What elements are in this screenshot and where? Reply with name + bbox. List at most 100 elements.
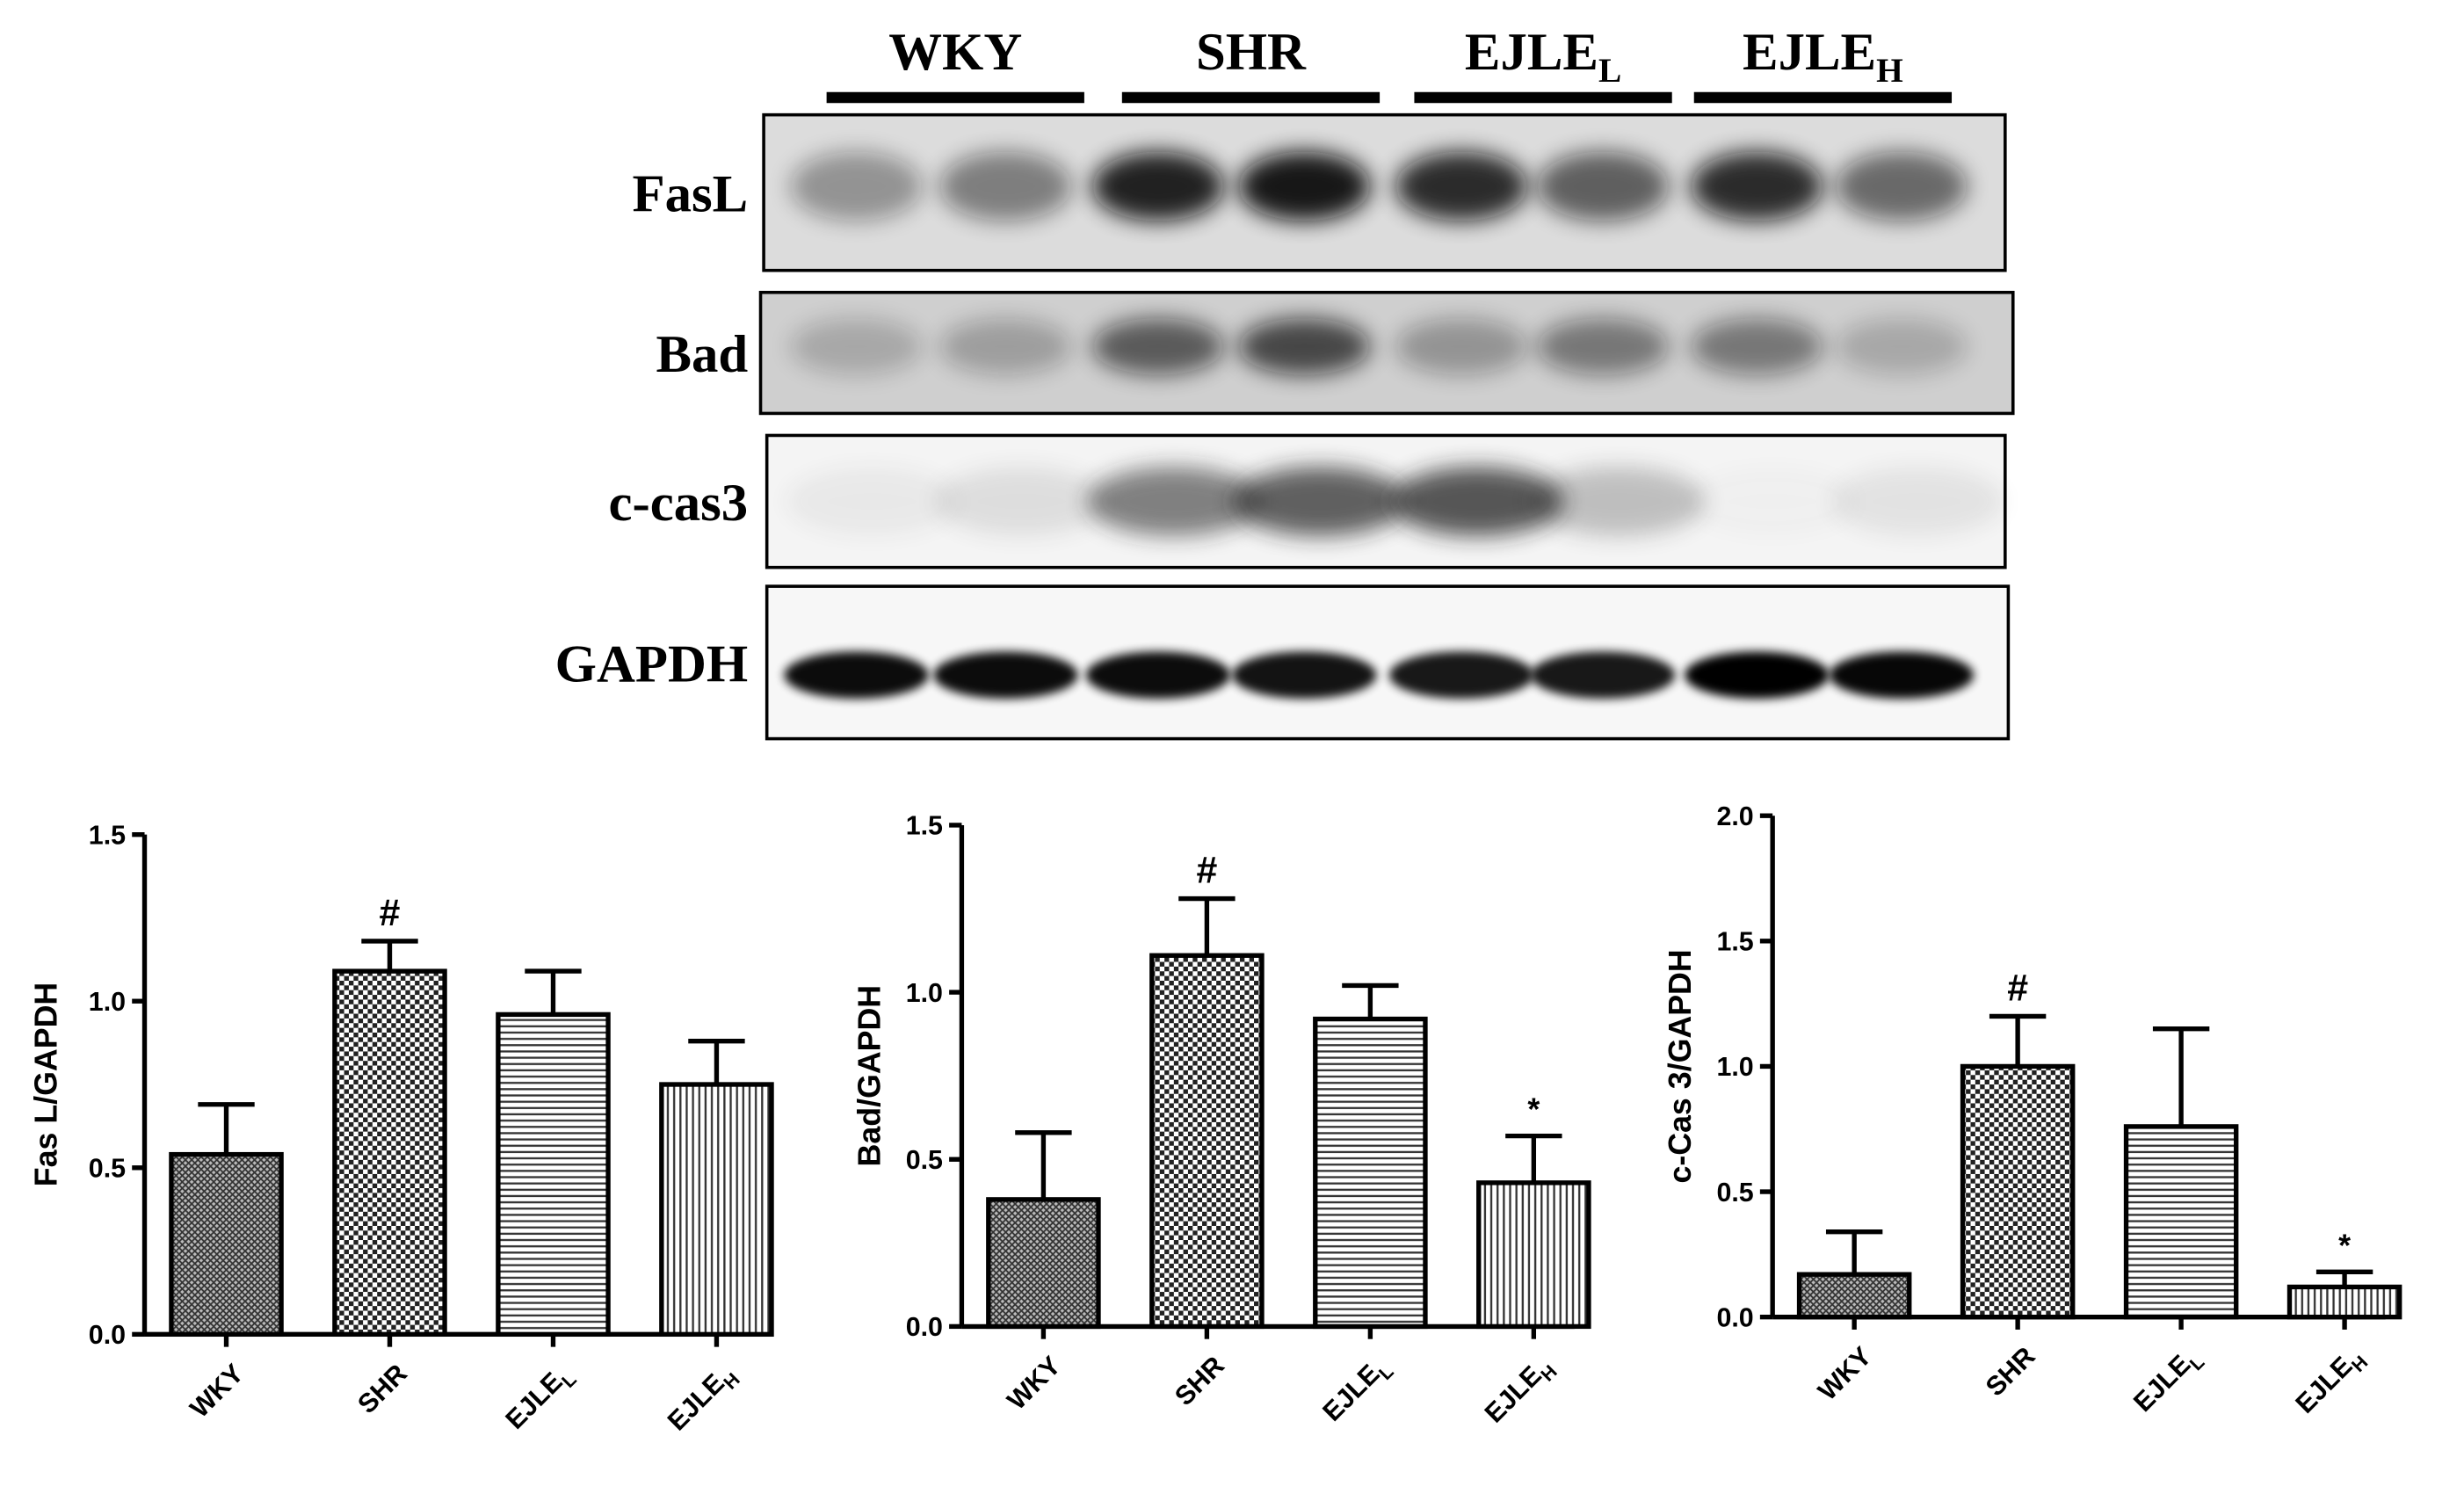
x-tick-label: SHR: [351, 1359, 412, 1419]
x-tick-label: EJLEH: [1479, 1351, 1562, 1433]
row-label: c-cas3: [609, 474, 749, 533]
y-tick-label: 1.0: [1716, 1052, 1753, 1082]
band: [935, 467, 1108, 536]
group-label: EJLEH: [1743, 23, 1903, 90]
category: SHR: [1169, 1351, 1229, 1411]
band: [1087, 467, 1261, 536]
band: [1238, 151, 1371, 221]
band: [1685, 651, 1830, 699]
bar: [2123, 1124, 2239, 1320]
band: [1530, 651, 1676, 699]
bar: [332, 968, 447, 1338]
band: [1091, 151, 1225, 221]
band: [1395, 151, 1528, 221]
band: [1532, 467, 1706, 536]
x-tick-label: EJLEL: [1317, 1351, 1398, 1432]
bar: [2286, 1284, 2402, 1320]
band: [790, 318, 923, 375]
band: [939, 318, 1072, 375]
bar: [1149, 953, 1265, 1330]
band: [1232, 651, 1377, 699]
y-axis-label: Fas L/GAPDH: [28, 983, 63, 1186]
x-tick-label: EJLEL: [500, 1359, 581, 1439]
group-name: SHR: [1196, 23, 1307, 82]
x-tick-label: WKY: [1002, 1351, 1067, 1416]
band: [1085, 651, 1231, 699]
band: [1233, 467, 1407, 536]
group-name: EJLE: [1465, 23, 1598, 82]
band: [1238, 318, 1371, 375]
bar: [1960, 1063, 2076, 1320]
y-tick-label: 1.0: [906, 978, 943, 1008]
group-label: SHR: [1196, 23, 1307, 82]
band: [1536, 318, 1670, 375]
row-label: GAPDH: [555, 634, 749, 693]
band: [1691, 151, 1823, 221]
y-tick-label: 1.5: [906, 811, 943, 841]
band: [1835, 318, 1968, 375]
group-label: WKY: [888, 23, 1022, 82]
significance-marker: #: [2007, 968, 2028, 1010]
charts: 0.0 0.5 1.0 1.5 Fas L/GAPDH WKY # SHR EJLEL EJLEH…: [28, 801, 2402, 1441]
x-tick-label: EJLEH: [662, 1359, 744, 1441]
band: [1829, 651, 1975, 699]
y-tick-label: 0.5: [89, 1154, 126, 1184]
y-tick-label: 1.5: [1716, 927, 1753, 957]
bar-chart: 0.0 0.5 1.0 1.5 Fas L/GAPDH WKY # SHR EJLEL EJLEH: [28, 820, 774, 1441]
category: WKY: [1812, 1341, 1877, 1406]
bar: [659, 1082, 774, 1338]
y-tick-label: 0.0: [1716, 1302, 1753, 1332]
bar: [496, 1012, 611, 1338]
band: [1091, 318, 1225, 375]
group-subscript: H: [1876, 51, 1903, 90]
band: [933, 651, 1078, 699]
x-tick-label: WKY: [185, 1359, 250, 1424]
row-label: Bad: [656, 325, 748, 384]
category: WKY: [1002, 1351, 1067, 1416]
band: [939, 151, 1072, 221]
y-tick-label: 1.5: [89, 820, 126, 850]
category: SHR: [1980, 1341, 2040, 1402]
y-axis-label: Bad/GAPDH: [852, 985, 887, 1167]
band: [1536, 151, 1670, 221]
western-blot: WKY SHR EJLEL EJLEH FasL Bad c-cas3 GAPDH: [555, 23, 2015, 741]
bar: [169, 1151, 284, 1338]
band: [1691, 318, 1823, 375]
group-subscript: L: [1598, 51, 1621, 90]
x-tick-label: WKY: [1812, 1341, 1877, 1406]
significance-marker: *: [2338, 1228, 2351, 1263]
significance-marker: #: [380, 892, 401, 934]
x-tick-label: EJLEL: [2127, 1341, 2208, 1422]
y-tick-label: 0.0: [89, 1320, 126, 1350]
bar-chart: 0.0 0.5 1.0 1.5 2.0 c-Cas 3/GAPDH WKY # SHR EJLEL…: [1663, 801, 2402, 1424]
x-tick-label: SHR: [1169, 1351, 1229, 1411]
band: [790, 151, 923, 221]
bar: [986, 1197, 1101, 1330]
band: [1388, 651, 1534, 699]
y-tick-label: 0.5: [906, 1145, 943, 1175]
category: SHR: [351, 1359, 412, 1419]
y-axis-label: c-Cas 3/GAPDH: [1663, 949, 1698, 1183]
significance-marker: *: [1527, 1092, 1540, 1128]
row-label: FasL: [632, 165, 748, 224]
category: WKY: [185, 1359, 250, 1424]
band: [1835, 151, 1968, 221]
y-tick-label: 2.0: [1716, 801, 1753, 831]
bar: [1313, 1016, 1428, 1330]
y-tick-label: 0.0: [906, 1312, 943, 1342]
significance-marker: #: [1196, 850, 1217, 892]
band: [786, 467, 959, 536]
band: [1390, 467, 1564, 536]
band: [1395, 318, 1528, 375]
y-tick-label: 0.5: [1716, 1178, 1753, 1207]
band: [784, 651, 929, 699]
bar: [1476, 1180, 1591, 1330]
bar-chart: 0.0 0.5 1.0 1.5 Bad/GAPDH WKY # SHR EJLEL * EJLEH: [852, 811, 1591, 1433]
x-tick-label: EJLEH: [2290, 1341, 2373, 1424]
band: [1830, 467, 2004, 536]
x-tick-label: SHR: [1980, 1341, 2040, 1402]
group-name: WKY: [888, 23, 1022, 82]
bar: [1796, 1272, 1912, 1320]
